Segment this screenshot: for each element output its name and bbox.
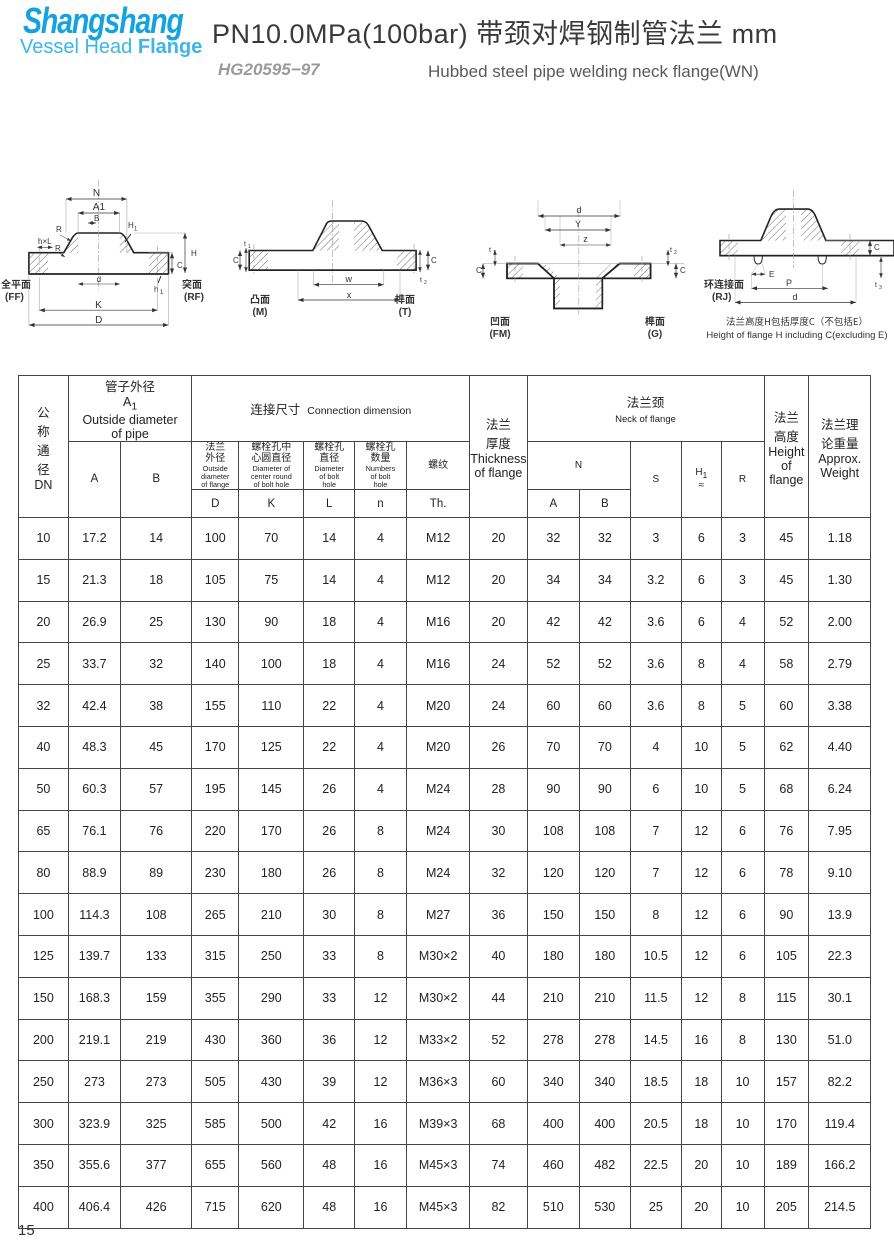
svg-text:凹面: 凹面 [490,313,510,328]
svg-text:t: t [489,247,491,254]
svg-text:(G): (G) [648,329,662,340]
svg-text:d: d [97,275,101,284]
svg-text:d: d [576,205,581,215]
svg-text:3: 3 [879,285,882,291]
svg-text:1: 1 [134,227,138,233]
svg-text:C: C [874,243,880,252]
svg-text:D: D [95,315,102,326]
svg-text:法兰高度H包括厚度C（不包括E）: 法兰高度H包括厚度C（不包括E） [726,314,868,328]
svg-text:t: t [670,247,672,254]
svg-text:榫面: 榫面 [395,291,415,306]
svg-text:d: d [792,292,797,302]
svg-text:榫面: 榫面 [645,313,665,328]
svg-text:(RJ): (RJ) [712,292,731,303]
svg-text:1: 1 [248,244,251,250]
svg-text:H: H [191,249,197,258]
svg-text:N: N [93,188,100,199]
svg-text:R: R [56,225,62,234]
svg-text:Height of flange H including C: Height of flange H including C(excluding… [706,330,887,341]
svg-text:E: E [769,270,774,279]
svg-text:K: K [95,300,102,311]
svg-text:x: x [347,290,352,300]
svg-text:R: R [55,244,61,253]
svg-text:h×L: h×L [38,237,52,246]
svg-text:(T): (T) [399,307,412,318]
svg-text:(FF): (FF) [5,292,24,303]
svg-text:(FM): (FM) [489,329,510,340]
svg-text:A1: A1 [93,202,106,213]
svg-text:2: 2 [424,280,427,286]
svg-text:C: C [476,266,482,275]
svg-text:突面: 突面 [182,276,202,291]
svg-text:P: P [786,278,792,288]
svg-text:z: z [583,234,588,244]
svg-text:C: C [680,266,686,275]
svg-text:环连接面: 环连接面 [704,276,744,291]
svg-text:t: t [244,241,246,248]
svg-text:B: B [94,214,99,223]
svg-text:(RF): (RF) [184,292,204,303]
svg-text:C: C [431,256,437,265]
svg-text:w: w [344,274,352,284]
svg-text:1: 1 [160,290,164,296]
svg-text:t: t [420,277,422,284]
svg-text:凸面: 凸面 [250,291,270,306]
svg-text:C: C [177,261,183,270]
svg-text:t: t [875,282,877,289]
svg-text:Y: Y [575,219,581,229]
svg-text:C: C [233,256,239,265]
svg-text:(M): (M) [253,307,268,318]
svg-text:1: 1 [493,250,496,256]
svg-text:2: 2 [674,250,677,256]
svg-text:全平面: 全平面 [1,276,31,291]
